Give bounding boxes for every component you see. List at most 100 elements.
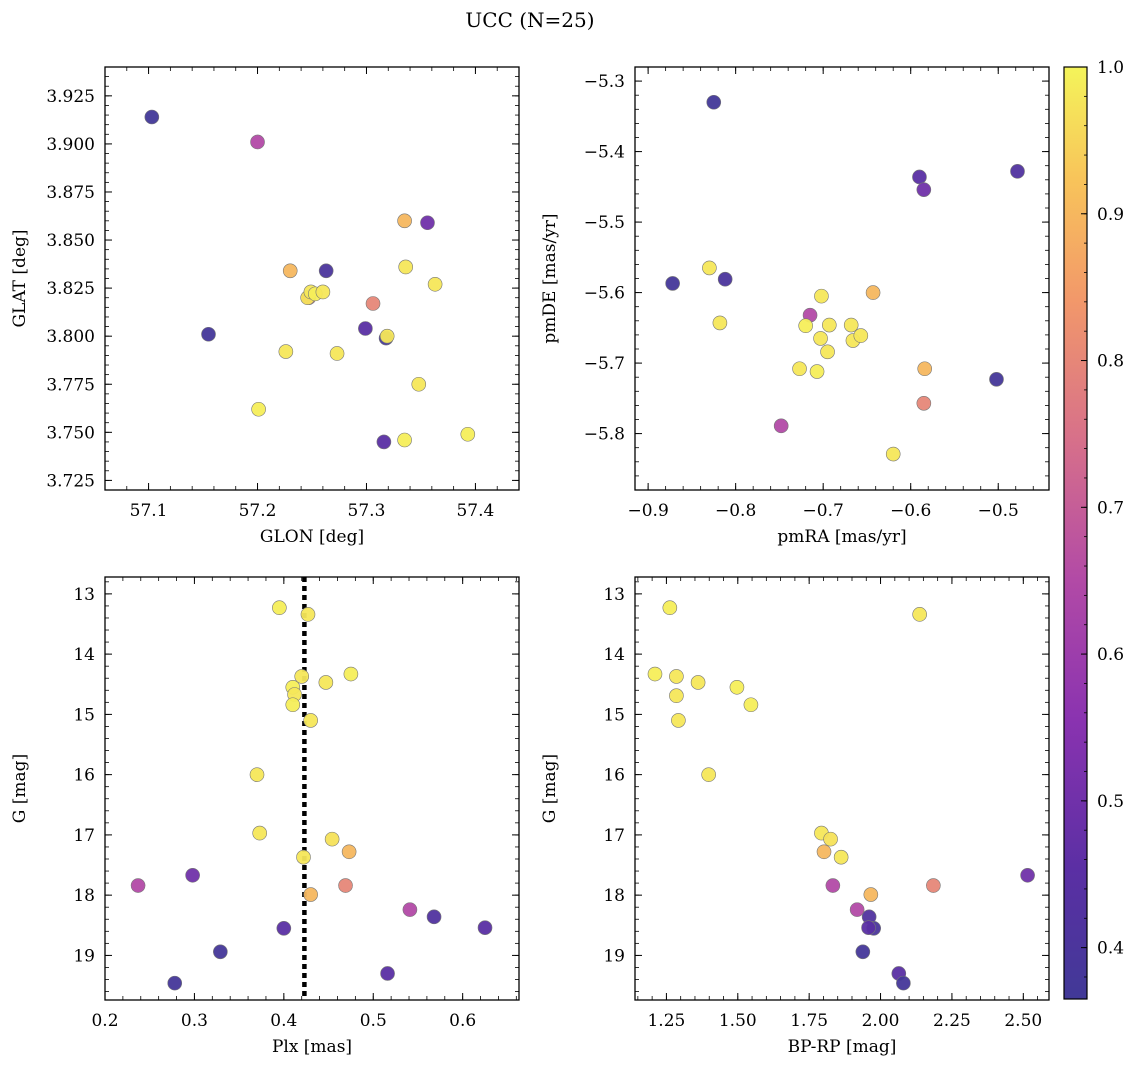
scatter-point: [916, 182, 932, 197]
scatter-point: [662, 600, 678, 616]
scatter-point: [338, 878, 353, 893]
y-tick-label: 3.925: [46, 87, 95, 107]
x-tick-label: 2.25: [933, 1011, 971, 1031]
scatter-point: [282, 263, 298, 279]
scatter-point: [822, 317, 837, 333]
y-tick-label: 16: [603, 766, 625, 786]
axes-frame: [104, 576, 520, 1001]
scatter-point: [690, 675, 706, 690]
scatter-point: [201, 326, 216, 342]
colorbar-tick-label: 0.4: [1097, 939, 1124, 959]
y-tick-label: 3.900: [46, 135, 95, 155]
scatter-point: [671, 713, 686, 728]
scatter-point: [912, 169, 927, 185]
scatter-point: [379, 328, 395, 344]
y-tick-label: −5.4: [584, 143, 625, 163]
x-tick-label: −0.5: [978, 501, 1019, 521]
colorbar-tick-label: 0.6: [1097, 645, 1124, 665]
scatter-point: [130, 878, 146, 893]
scatter-point: [397, 432, 412, 448]
scatter-point: [798, 318, 813, 334]
scatter-point: [833, 849, 849, 865]
scatter-point: [343, 666, 359, 682]
scatter-point: [276, 920, 292, 936]
scatter-point: [397, 213, 412, 229]
y-tick-label: 3.725: [46, 471, 95, 491]
y-axis-label: pmDE [mas/yr]: [540, 213, 560, 343]
scatter-point: [1010, 164, 1025, 179]
y-tick-label: −5.3: [584, 72, 625, 92]
scatter-point: [294, 669, 310, 684]
scatter-point: [861, 920, 876, 935]
scatter-point: [647, 666, 663, 682]
scatter-point: [823, 831, 838, 847]
scatter-point: [185, 867, 200, 883]
x-tick-label: 2.50: [1004, 1011, 1042, 1031]
x-tick-label: −0.9: [627, 501, 668, 521]
scatter-point: [318, 263, 334, 279]
y-axis-label: G [mag]: [10, 754, 30, 823]
axes-frame: [104, 66, 520, 491]
y-tick-label: 19: [603, 946, 625, 966]
scatter-point: [341, 844, 357, 860]
scatter-point: [702, 260, 717, 276]
scatter-point: [167, 975, 183, 991]
scatter-point: [402, 902, 418, 917]
scatter-point: [300, 607, 316, 622]
scatter-point: [365, 296, 381, 311]
y-tick-label: 13: [603, 585, 625, 605]
scatter-point: [896, 975, 911, 991]
y-tick-label: 17: [73, 826, 95, 846]
scatter-point: [813, 331, 828, 346]
scatter-point: [816, 844, 832, 860]
scatter-point: [329, 346, 345, 361]
scatter-point: [324, 831, 340, 847]
x-tick-label: 2.00: [862, 1011, 900, 1031]
colorbar: 0.4 0.5 0.6 0.7 0.8 0.9 1.0: [1063, 58, 1124, 1000]
x-tick-label: 1.75: [790, 1011, 828, 1031]
axes-frame: [634, 66, 1050, 491]
scatter-point: [665, 276, 680, 291]
scatter-point: [926, 878, 941, 893]
scatter-point: [272, 600, 287, 616]
scatter-point: [426, 909, 442, 925]
x-axis-label: BP-RP [mag]: [788, 1037, 897, 1057]
panel-pmra-pmde: −0.9 −0.8 −0.7 −0.6 −0.5 −5.8 −5.7 −5.6 −5.5 −5.4…: [540, 66, 1050, 547]
scatter-point: [427, 276, 443, 292]
x-tick-label: 1.50: [719, 1011, 757, 1031]
scatter-point: [460, 426, 476, 442]
scatter-point: [773, 418, 789, 434]
scatter-point: [865, 285, 881, 300]
suptitle: UCC (N=25): [465, 8, 594, 32]
panel-glon-glat: 57.1 57.2 57.3 57.4 3.725 3.750 3.775 3.800 3.82…: [10, 66, 520, 547]
x-tick-label: 0.6: [449, 1011, 476, 1031]
y-tick-label: −5.6: [584, 284, 625, 304]
x-tick-label: 1.25: [647, 1011, 685, 1031]
x-tick-label: 0.3: [181, 1011, 208, 1031]
scatter-point: [144, 109, 160, 125]
x-tick-label: 57.2: [239, 501, 277, 521]
scatter-point: [411, 376, 427, 392]
y-tick-label: 15: [73, 705, 95, 725]
axes-frame: [634, 576, 1050, 1001]
scatter-point: [706, 94, 722, 110]
y-tick-label: 19: [73, 946, 95, 966]
x-tick-label: −0.8: [715, 501, 756, 521]
x-tick-label: −0.7: [803, 501, 844, 521]
x-axis-label: Plx [mas]: [272, 1037, 352, 1057]
scatter-point: [250, 134, 265, 150]
scatter-point: [814, 288, 829, 304]
y-tick-label: 3.750: [46, 423, 95, 443]
y-tick-label: 3.825: [46, 279, 95, 299]
scatter-point: [278, 344, 294, 359]
scatter-point: [669, 669, 684, 684]
scatter-point: [376, 434, 392, 450]
y-tick-label: 18: [73, 886, 95, 906]
x-axis-label: GLON [deg]: [260, 527, 364, 547]
colorbar-tick-label: 0.5: [1097, 792, 1124, 812]
scatter-point: [398, 259, 413, 275]
scatter-point: [717, 271, 733, 287]
colorbar-tick-label: 0.7: [1097, 498, 1124, 518]
scatter-point: [252, 825, 267, 841]
